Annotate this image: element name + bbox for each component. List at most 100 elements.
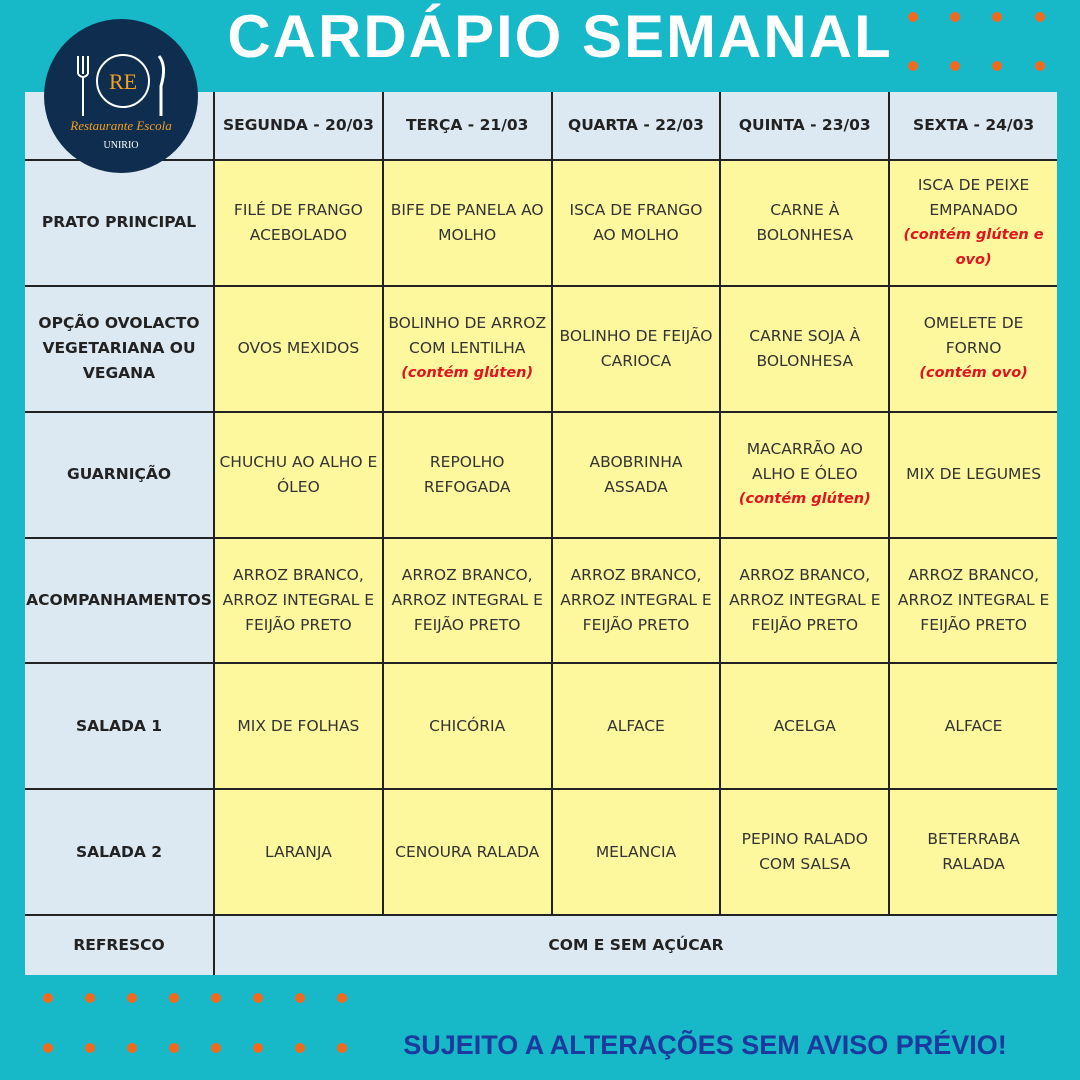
dish: LARANJA [264, 842, 332, 861]
dish: BETERRABA RALADA [927, 830, 1020, 874]
menu-cell: ARROZ BRANCO, ARROZ INTEGRAL E FEIJÃO PR… [215, 538, 382, 663]
logo-fork [77, 56, 89, 116]
decor-dot [1035, 61, 1045, 71]
menu-cell: OMELETE DE FORNO (contém ovo) [890, 286, 1057, 411]
dish: CENOURA RALADA [395, 842, 540, 861]
menu-cell: ARROZ BRANCO, ARROZ INTEGRAL E FEIJÃO PR… [383, 538, 551, 663]
logo-institution: UNIRIO [104, 140, 139, 151]
dish: ABOBRINHA ASSADA [589, 452, 683, 496]
menu-cell: MIX DE FOLHAS [215, 664, 382, 789]
dish: OMELETE DE FORNO [923, 314, 1024, 358]
decor-dot [1035, 12, 1045, 22]
menu-cell: OVOS MEXIDOS [215, 286, 382, 411]
dish: ALFACE [944, 716, 1003, 735]
menu-cell: CHUCHU AO ALHO E ÓLEO [215, 412, 382, 537]
allergen-note: (contém ovo) [919, 365, 1028, 382]
menu-cell: LARANJA [215, 790, 382, 914]
menu-cell: BIFE DE PANELA AO MOLHO [383, 161, 551, 285]
menu-cell: MIX DE LEGUMES [890, 412, 1057, 537]
dish: PEPINO RALADO COM SALSA [741, 830, 868, 874]
row-label: SALADA 2 [25, 790, 213, 914]
menu-cell: CARNE À BOLONHESA [721, 161, 889, 285]
decor-dot [211, 1043, 221, 1053]
row-label: PRATO PRINCIPAL [25, 161, 213, 285]
dish: MELANCIA [595, 842, 677, 861]
title: CARDÁPIO SEMANAL [227, 3, 893, 70]
dish: ARROZ BRANCO, ARROZ INTEGRAL E FEIJÃO PR… [391, 565, 543, 634]
dish: CARNE À BOLONHESA [756, 200, 854, 244]
decor-dot [43, 1043, 53, 1053]
dish: ARROZ BRANCO, ARROZ INTEGRAL E FEIJÃO PR… [897, 565, 1050, 634]
decor-dot [992, 12, 1002, 22]
day-header: SEXTA - 24/03 [890, 92, 1057, 159]
dish: FILÉ DE FRANGO ACEBOLADO [233, 200, 363, 244]
decor-dot [950, 61, 960, 71]
menu-cell: CENOURA RALADA [383, 790, 551, 914]
decor-dot [337, 1043, 347, 1053]
decor-dot [169, 993, 179, 1003]
decor-dot [295, 1043, 305, 1053]
decor-dot [253, 993, 263, 1003]
menu-cell: ISCA DE FRANGO AO MOLHO [552, 161, 720, 285]
logo-name: Restaurante Escola [69, 118, 172, 133]
day-header: QUARTA - 22/03 [552, 92, 720, 159]
dish: OVOS MEXIDOS [237, 339, 360, 358]
menu-cell: ARROZ BRANCO, ARROZ INTEGRAL E FEIJÃO PR… [890, 538, 1057, 663]
decor-dot [169, 1043, 179, 1053]
decor-dot [950, 12, 960, 22]
decor-dot [908, 12, 918, 22]
drink-cell: COM E SEM AÇÚCAR [215, 916, 1057, 975]
dish: ALFACE [607, 716, 665, 735]
menu-cell: MELANCIA [552, 790, 720, 914]
decor-dot [85, 1043, 95, 1053]
menu-cell: REPOLHO REFOGADA [383, 412, 551, 537]
menu-cell: FILÉ DE FRANGO ACEBOLADO [215, 161, 382, 285]
menu-cell: ARROZ BRANCO, ARROZ INTEGRAL E FEIJÃO PR… [721, 538, 889, 663]
logo-plate [96, 54, 150, 108]
menu-cell: BETERRABA RALADA [890, 790, 1057, 914]
menu-table: SEGUNDA - 20/03 TERÇA - 21/03 QUARTA - 22/… [25, 92, 1057, 975]
row-label: ACOMPANHAMENTOS [25, 538, 213, 663]
logo-mark: RE [109, 69, 137, 94]
dish: ARROZ BRANCO, ARROZ INTEGRAL E FEIJÃO PR… [222, 565, 375, 634]
dish: BOLINHO DE FEIJÃO CARIOCA [559, 326, 713, 370]
decor-dot [211, 993, 221, 1003]
decor-dot [127, 993, 137, 1003]
decor-dot [43, 993, 53, 1003]
day-header: SEGUNDA - 20/03 [215, 92, 382, 159]
dish: MIX DE FOLHAS [237, 716, 360, 735]
dish: CHICÓRIA [429, 716, 506, 735]
dish: BIFE DE PANELA AO MOLHO [390, 200, 544, 244]
dish: CARNE SOJA À BOLONHESA [749, 326, 861, 370]
menu-cell: ALFACE [552, 664, 720, 789]
menu-cell: BOLINHO DE ARROZ COM LENTILHA (contém glú… [383, 286, 551, 411]
decor-dot [253, 1043, 263, 1053]
menu-cell: CHICÓRIA [383, 664, 551, 789]
menu-cell: PEPINO RALADO COM SALSA [721, 790, 889, 914]
dish: BOLINHO DE ARROZ COM LENTILHA [388, 314, 547, 358]
notice: SUJEITO A ALTERAÇÕES SEM AVISO PRÉVIO! [403, 1030, 1007, 1060]
menu-cell: CARNE SOJA À BOLONHESA [721, 286, 889, 411]
dish: MACARRÃO AO ALHO E ÓLEO [746, 440, 863, 484]
allergen-note: (contém glúten e ovo) [903, 226, 1044, 268]
row-label: SALADA 1 [25, 664, 213, 789]
dish: ISCA DE PEIXE EMPANADO [917, 175, 1030, 219]
decor-dot [337, 993, 347, 1003]
menu-cell: ACELGA [721, 664, 889, 789]
day-header: QUINTA - 23/03 [721, 92, 889, 159]
dish: REPOLHO REFOGADA [423, 452, 511, 496]
dish: ARROZ BRANCO, ARROZ INTEGRAL E FEIJÃO PR… [560, 565, 712, 634]
menu-cell: BOLINHO DE FEIJÃO CARIOCA [552, 286, 720, 411]
allergen-note: (contém glúten) [401, 365, 534, 382]
menu-cell: ABOBRINHA ASSADA [552, 412, 720, 537]
row-label: REFRESCO [25, 916, 213, 975]
logo-knife [157, 55, 166, 116]
decor-dot [295, 993, 305, 1003]
menu-cell: ALFACE [890, 664, 1057, 789]
row-label: GUARNIÇÃO [25, 412, 213, 537]
allergen-note: (contém glúten) [738, 491, 871, 508]
decor-dot [127, 1043, 137, 1053]
day-header: TERÇA - 21/03 [383, 92, 551, 159]
menu-cell: MACARRÃO AO ALHO E ÓLEO (contém glúten) [721, 412, 889, 537]
